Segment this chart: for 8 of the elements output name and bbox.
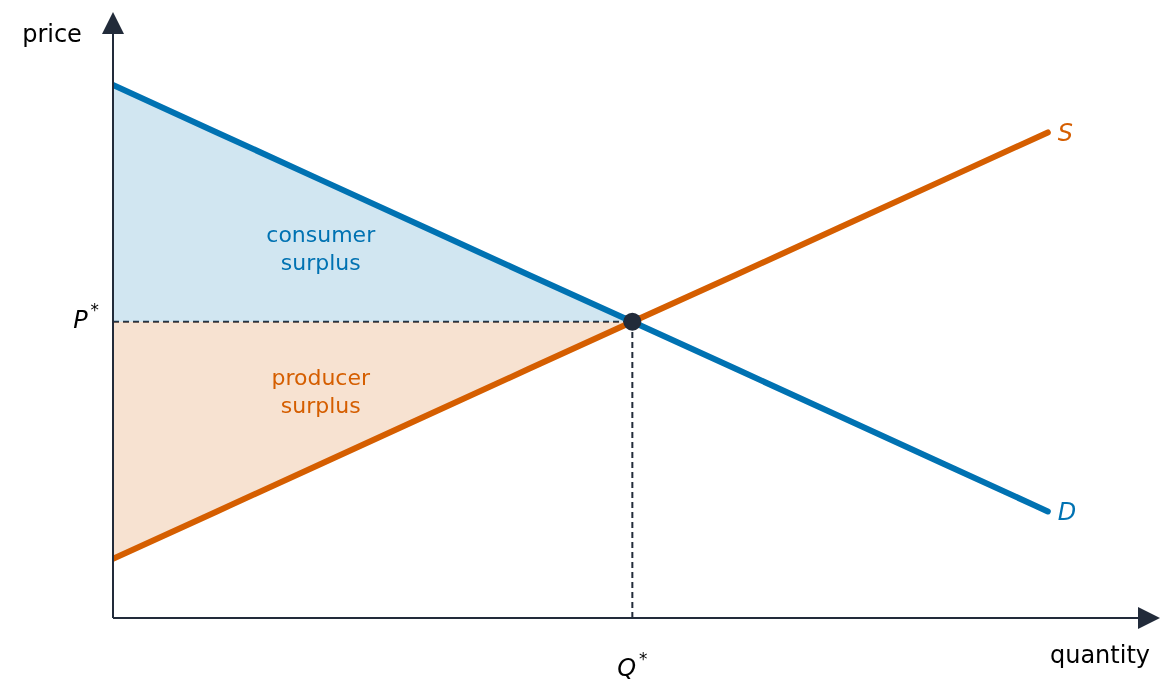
series-label: D [1057,497,1077,526]
y-axis-title: price [22,20,82,49]
x-axis-title: quantity [1049,641,1150,670]
ref-line-label: P* [73,300,99,334]
annotation: producer surplus [271,364,371,418]
series-label: S [1057,118,1074,147]
text: Q* [617,648,648,683]
annotation: consumer surplus [266,222,377,276]
